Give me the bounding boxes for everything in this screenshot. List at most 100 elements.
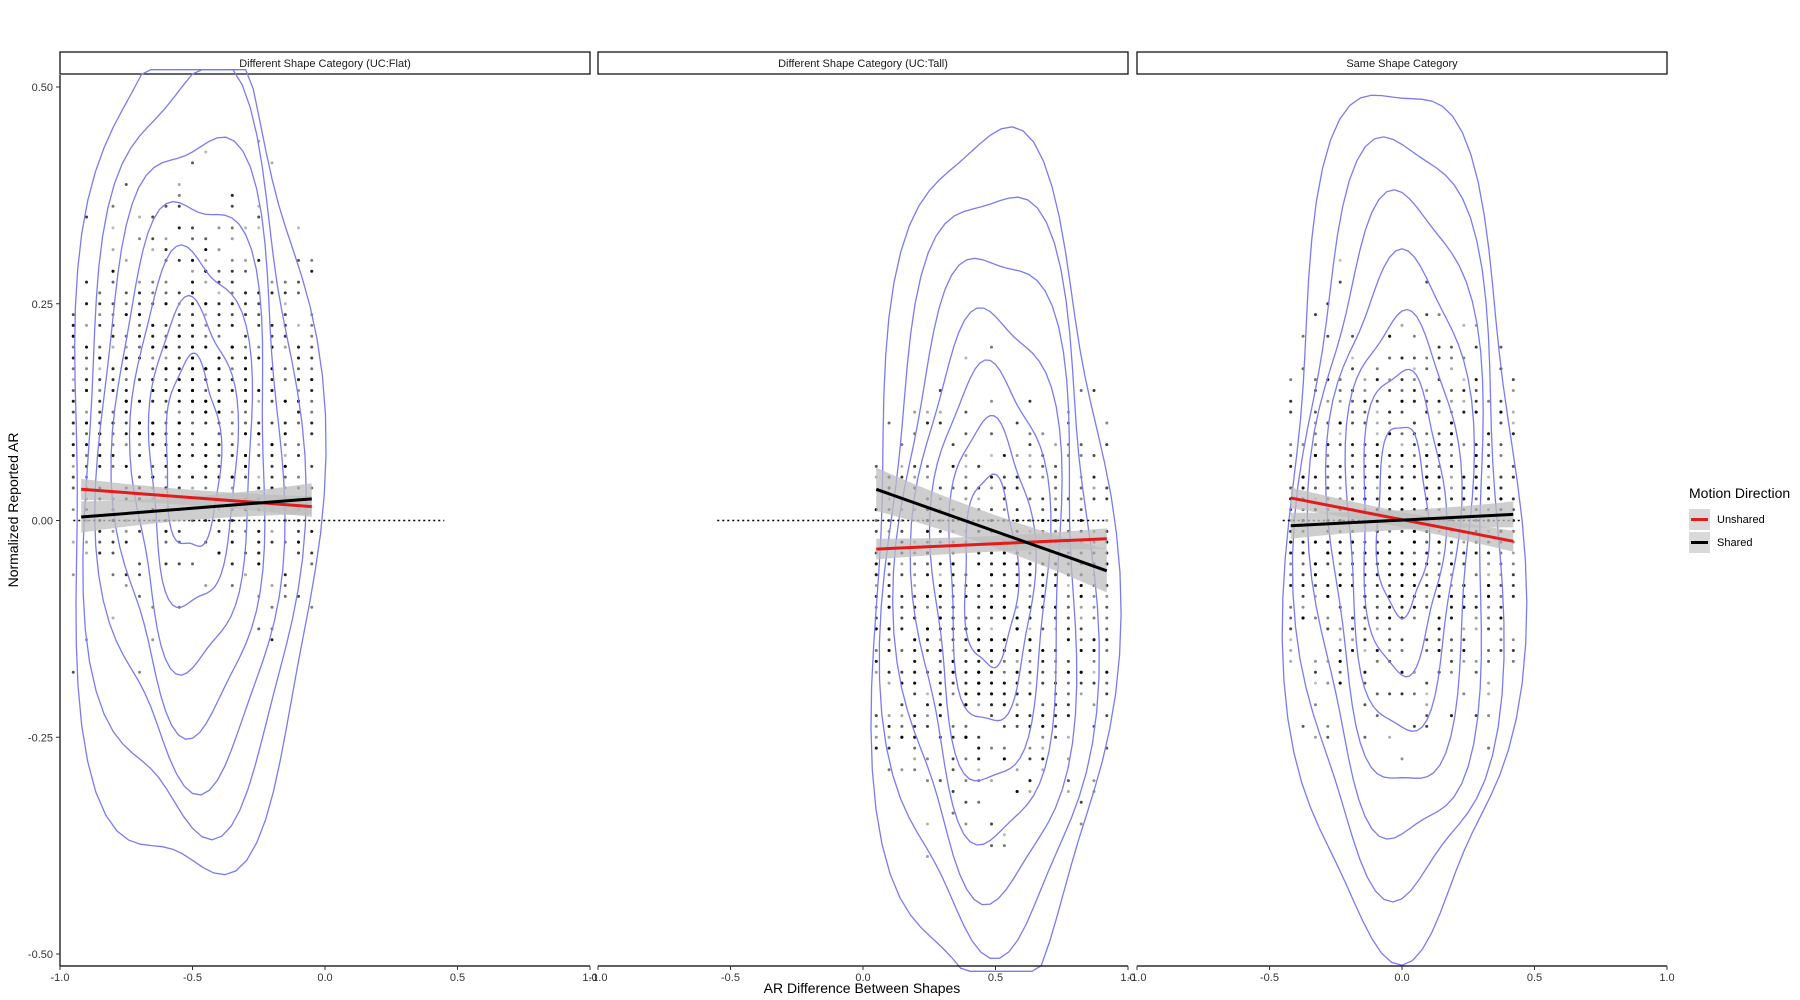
scatter-point	[177, 443, 181, 447]
scatter-point	[1400, 388, 1404, 392]
scatter-point	[1437, 399, 1441, 403]
scatter-point	[217, 313, 221, 317]
scatter-point	[257, 540, 261, 544]
scatter-point	[925, 757, 929, 761]
scatter-point	[71, 410, 75, 414]
scatter-point	[1400, 475, 1404, 479]
scatter-point	[297, 356, 300, 360]
legend-label-shared: Shared	[1717, 537, 1752, 549]
scatter-point	[990, 573, 994, 577]
scatter-point	[1105, 638, 1109, 642]
scatter-point	[164, 237, 168, 241]
scatter-point	[1437, 497, 1441, 501]
scatter-point	[1375, 605, 1379, 609]
scatter-point	[900, 443, 904, 447]
scatter-point	[874, 724, 878, 728]
scatter-point	[283, 464, 287, 468]
scatter-point	[1313, 562, 1317, 566]
scatter-point	[1363, 388, 1367, 392]
scatter-point	[964, 638, 968, 642]
scatter-point	[1338, 421, 1342, 425]
scatter-point	[938, 584, 942, 588]
scatter-point	[874, 573, 878, 577]
density-contour	[128, 244, 254, 676]
scatter-point	[1474, 659, 1478, 663]
scatter-point	[1002, 605, 1006, 609]
scatter-point	[1092, 649, 1096, 653]
scatter-point	[138, 302, 141, 306]
scatter-point	[98, 529, 102, 533]
scatter-point	[230, 432, 234, 436]
scatter-point	[1437, 443, 1441, 447]
scatter-point	[85, 410, 88, 414]
scatter-point	[217, 367, 221, 371]
scatter-point	[990, 399, 994, 403]
scatter-point	[1412, 356, 1416, 360]
scatter-point	[874, 464, 878, 468]
scatter-point	[71, 399, 75, 403]
scatter-point	[900, 562, 904, 566]
scatter-point	[71, 388, 75, 392]
scatter-point	[1351, 421, 1355, 425]
scatter-point	[1313, 410, 1317, 414]
panel-3: Same Shape Category -1.0 -0.5 0.0 0.5 1.0	[1128, 51, 1675, 984]
scatter-point	[138, 334, 141, 338]
scatter-point	[71, 345, 75, 349]
scatter-point	[1041, 681, 1045, 685]
scatter-point	[217, 226, 221, 230]
scatter-point	[1462, 323, 1466, 327]
scatter-point	[230, 421, 234, 425]
scatter-point	[270, 161, 274, 165]
scatter-point	[1351, 367, 1355, 371]
scatter-point	[1487, 453, 1491, 457]
scatter-point	[977, 659, 981, 663]
scatter-point	[1105, 486, 1109, 490]
scatter-point	[964, 432, 968, 436]
scatter-point	[951, 670, 955, 674]
scatter-point	[1437, 594, 1441, 598]
scatter-point	[124, 540, 128, 544]
scatter-point	[283, 475, 287, 479]
scatter-point	[230, 453, 234, 457]
scatter-point	[151, 215, 155, 219]
scatter-point	[270, 475, 274, 479]
scatter-point	[1474, 497, 1478, 501]
scatter-point	[1412, 475, 1416, 479]
scatter-point	[1363, 378, 1367, 382]
scatter-point	[977, 638, 981, 642]
scatter-point	[283, 280, 287, 284]
scatter-point	[938, 670, 942, 674]
scatter-point	[98, 410, 102, 414]
scatter-point	[244, 356, 247, 360]
scatter-point	[925, 649, 929, 653]
scatter-point	[85, 453, 88, 457]
scatter-point	[124, 313, 128, 317]
scatter-point	[977, 605, 981, 609]
scatter-point	[913, 649, 917, 653]
scatter-point	[900, 464, 904, 468]
scatter-point	[297, 540, 300, 544]
scatter-point	[1449, 497, 1453, 501]
scatter-point	[283, 367, 287, 371]
scatter-point	[1449, 367, 1453, 371]
scatter-point	[1400, 584, 1404, 588]
scatter-point	[270, 421, 274, 425]
scatter-point	[1338, 659, 1342, 663]
scatter-point	[151, 291, 155, 295]
scatter-point	[913, 746, 917, 750]
scatter-point	[1388, 453, 1392, 457]
scatter-point	[900, 475, 904, 479]
scatter-point	[1028, 659, 1032, 663]
scatter-point	[164, 388, 168, 392]
scatter-point	[1511, 432, 1515, 436]
scatter-point	[1079, 453, 1083, 457]
scatter-point	[1015, 714, 1019, 718]
scatter-point	[964, 638, 968, 642]
scatter-point	[1066, 670, 1070, 674]
density-contour	[74, 69, 327, 876]
scatter-point	[938, 659, 942, 663]
scatter-point	[124, 421, 128, 425]
scatter-point	[111, 334, 115, 338]
scatter-point	[177, 475, 181, 479]
scatter-point	[85, 432, 88, 436]
